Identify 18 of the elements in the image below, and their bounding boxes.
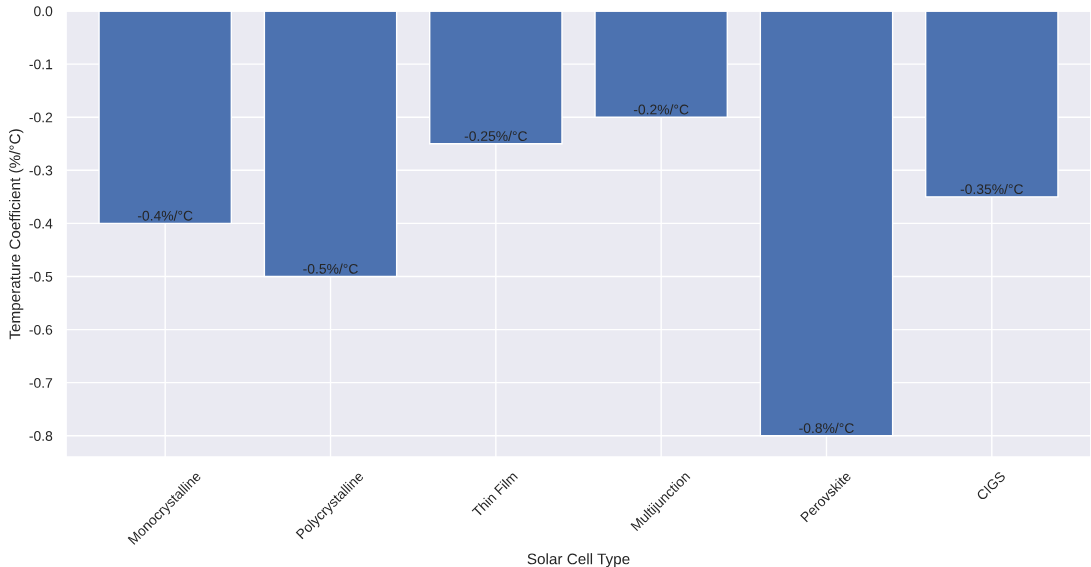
data-label: -0.25%/°C [464,130,528,141]
data-label: -0.4%/°C [137,210,193,221]
y-axis-title: Temperature Coefficient (%/°C) [9,129,24,340]
data-label: -0.35%/°C [960,183,1023,195]
y-tick-label: -0.6 [29,324,53,335]
y-tick-label: -0.3 [29,165,53,176]
data-label: -0.2%/°C [633,104,689,115]
y-tick-label: -0.5 [29,271,53,282]
y-tick-label: 0.0 [34,6,53,17]
y-tick-label: -0.8 [29,431,53,441]
y-tick-label: -0.7 [29,378,53,388]
x-axis-title: Solar Cell Type [527,553,630,567]
data-label: -0.5%/°C [303,263,358,274]
y-tick-label: -0.2 [29,112,53,123]
y-tick-label: -0.1 [29,59,53,70]
x-tick-label: Thin Film [471,470,518,518]
data-label: -0.8%/°C [799,422,854,434]
y-tick-label: -0.4 [29,218,53,229]
